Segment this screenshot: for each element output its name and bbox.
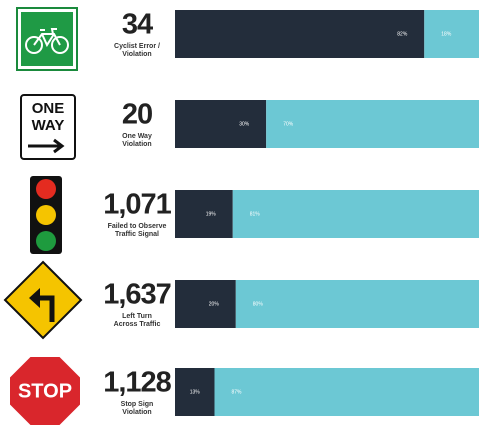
value-label: 18% (441, 31, 452, 37)
value-label: 87% (232, 389, 243, 395)
total-number: 34 (122, 9, 153, 41)
category-label: Traffic Signal (115, 231, 159, 238)
category-label: Violation (122, 409, 151, 416)
bar-segment (175, 368, 215, 416)
svg-text:WAY: WAY (32, 117, 65, 134)
value-label: 82% (397, 31, 408, 37)
total-number: 1,128 (103, 367, 171, 399)
category-label: Violation (122, 141, 151, 148)
category-label: One Way (122, 133, 152, 140)
one-way-sign: ONE WAY (20, 94, 76, 160)
traffic-light (30, 176, 62, 254)
svg-text:ONE: ONE (32, 100, 65, 117)
bar-segment (266, 100, 479, 148)
value-label: 81% (250, 211, 261, 217)
bar-segment (235, 280, 479, 328)
total-number: 20 (122, 99, 152, 131)
bar-segment (175, 190, 233, 238)
value-label: 20% (209, 301, 220, 307)
total-number: 1,637 (103, 279, 171, 311)
left-turn-sign (3, 260, 83, 340)
bar-segment (175, 10, 425, 58)
category-label: Cyclist Error / (114, 43, 160, 50)
value-label: 70% (283, 121, 294, 127)
value-label: 80% (253, 301, 264, 307)
bar-segment (214, 368, 479, 416)
bar-segment (175, 280, 236, 328)
svg-text:STOP: STOP (18, 380, 72, 402)
bar-segment (424, 10, 479, 58)
value-label: 19% (206, 211, 217, 217)
category-label: Failed to Observe (108, 223, 167, 230)
category-label: Left Turn (122, 313, 152, 320)
bar-segment (175, 100, 267, 148)
category-label: Violation (122, 51, 151, 58)
value-label: 13% (190, 389, 201, 395)
bike-sign (16, 7, 78, 71)
stop-sign: STOP (8, 355, 82, 427)
category-label: Across Traffic (114, 321, 161, 328)
total-number: 1,071 (103, 189, 171, 221)
value-label: 30% (239, 121, 250, 127)
bar-segment (232, 190, 479, 238)
category-label: Stop Sign (121, 401, 154, 408)
